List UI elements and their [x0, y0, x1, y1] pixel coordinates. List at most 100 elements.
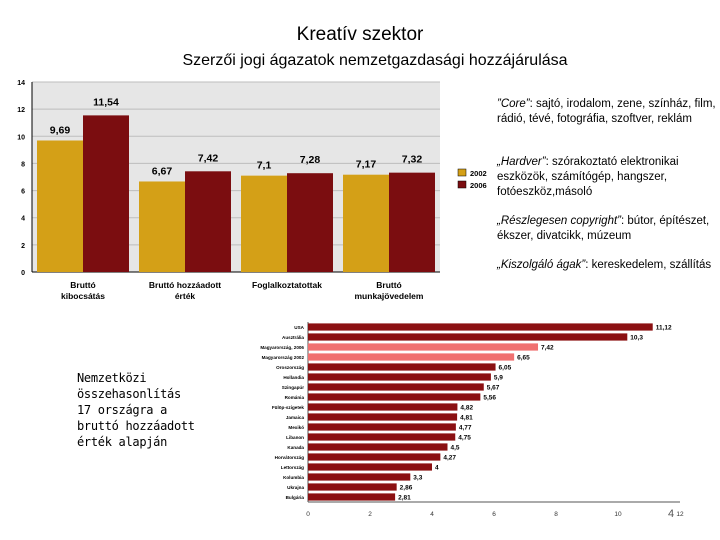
description-service: „Kiszolgáló ágak”: kereskedelem, szállít… [497, 258, 717, 273]
bar [308, 473, 411, 481]
data-label: 4,81 [460, 415, 473, 422]
data-label: 4,75 [458, 435, 471, 442]
data-label: 2,81 [398, 495, 411, 502]
data-label: 5,9 [494, 375, 503, 382]
x-tick-label: Bruttó [70, 280, 96, 290]
category-label: Ukrajna [287, 485, 304, 490]
bar [308, 383, 484, 391]
hardware-text: : szórakoztató elektronikai eszközök, sz… [497, 156, 679, 198]
bar-2002 [139, 181, 185, 272]
bar-2006 [389, 172, 435, 272]
category-label: Hollandia [283, 375, 304, 380]
category-label: Mexikó [288, 425, 304, 430]
slide-subtitle: Szerzői jogi ágazatok nemzetgazdasági ho… [182, 52, 568, 69]
x-tick-label: érték [175, 291, 196, 301]
bar [308, 453, 441, 461]
page-number: 4 [668, 508, 675, 520]
y-tick-label: 8 [21, 161, 25, 168]
category-label: Szingapúr [282, 385, 304, 390]
bar [308, 413, 458, 421]
category-label: Ausztrália [282, 335, 304, 340]
data-label: 2,86 [400, 485, 413, 492]
data-label: 10,3 [630, 335, 643, 342]
category-label: Magyarország, 2006 [260, 345, 304, 350]
partial-text: : bútor, építészet, ékszer, divatcikk, m… [497, 215, 710, 242]
bar [308, 363, 496, 371]
data-label: 7,17 [356, 159, 377, 171]
data-label: 7,28 [300, 154, 321, 166]
y-tick-label: 10 [17, 134, 25, 141]
bar [308, 333, 628, 341]
bar [308, 463, 432, 471]
bar [308, 353, 515, 361]
bar-2002 [241, 175, 287, 272]
category-label: Horvátország [275, 455, 305, 460]
service-term: „Kiszolgáló ágak” [497, 259, 586, 271]
category-label: Magyarország 2002 [262, 355, 305, 360]
y-tick-label: 12 [17, 107, 25, 114]
side-note: Nemzetközi összehasonlítás 17 országra a… [77, 371, 195, 449]
data-label: 6,67 [152, 165, 173, 177]
legend-swatch-2006 [457, 180, 467, 189]
data-label: 3,3 [413, 475, 422, 482]
contribution-bar-chart: 024681012149,6911,54Bruttókibocsátás6,67… [17, 80, 487, 301]
data-label: 4,77 [459, 425, 472, 432]
data-label: 4,5 [451, 445, 460, 452]
x-tick-label: 2 [368, 511, 372, 518]
x-tick-label: 0 [306, 511, 310, 518]
description-partial: „Részlegesen copyright”: bútor, építésze… [497, 214, 717, 244]
x-tick-label: Bruttó hozzáadott [149, 280, 221, 290]
slide-title: Kreatív szektor [296, 24, 424, 45]
category-label: Fülöp-szigetek [272, 405, 305, 410]
x-tick-label: kibocsátás [61, 291, 105, 301]
y-tick-label: 2 [21, 243, 25, 250]
category-label: Libanon [286, 435, 304, 440]
category-label: Oroszország [276, 365, 304, 370]
data-label: 11,54 [93, 96, 119, 108]
x-tick-label: 12 [676, 511, 684, 518]
data-label: 4,27 [443, 455, 456, 462]
description-core: ”Core”: sajtó, irodalom, zene, színház, … [497, 97, 717, 127]
data-label: 6,05 [499, 365, 512, 372]
core-term: ”Core” [497, 98, 530, 110]
hardware-term: „Hardver” [497, 156, 546, 168]
bar [308, 343, 539, 351]
bar [308, 373, 491, 381]
bar-2006 [83, 115, 129, 272]
x-tick-label: Bruttó [376, 280, 402, 290]
data-label: 4 [435, 465, 439, 472]
bar [308, 393, 481, 401]
y-tick-label: 14 [17, 80, 25, 87]
y-tick-label: 6 [21, 189, 25, 196]
category-label: Lettország [281, 465, 304, 470]
legend-label: 2002 [470, 169, 487, 178]
category-label: Bulgária [286, 495, 305, 500]
data-label: 5,67 [487, 385, 500, 392]
bar [308, 443, 448, 451]
data-label: 7,42 [541, 345, 554, 352]
partial-term: „Részlegesen copyright” [497, 215, 622, 227]
data-label: 9,69 [50, 124, 71, 136]
category-label: Románia [285, 395, 305, 400]
data-label: 4,82 [460, 405, 473, 412]
bar [308, 423, 456, 431]
bar-2002 [37, 140, 83, 272]
data-label: 7,32 [402, 154, 423, 166]
category-label: Kanada [287, 445, 304, 450]
category-label: USA [294, 325, 304, 330]
description-hardware: „Hardver”: szórakoztató elektronikai esz… [497, 155, 717, 200]
legend-swatch-2002 [457, 168, 467, 177]
bar-2006 [185, 171, 231, 272]
country-comparison-chart: 0 2 4 6 8 10 12 USA 11,12 Ausztrália 10,3 Magyarors… [260, 322, 684, 518]
bar-2006 [287, 173, 333, 272]
x-tick-label: 8 [554, 511, 558, 518]
legend-label: 2006 [470, 181, 487, 190]
x-tick-label: 10 [614, 511, 622, 518]
data-label: 11,12 [656, 325, 672, 332]
x-tick-label: 6 [492, 511, 496, 518]
data-label: 7,1 [257, 160, 272, 172]
bar [308, 493, 396, 501]
core-text: : sajtó, irodalom, zene, színház, film, … [497, 98, 716, 125]
bar [308, 323, 653, 331]
y-tick-label: 0 [21, 270, 25, 277]
